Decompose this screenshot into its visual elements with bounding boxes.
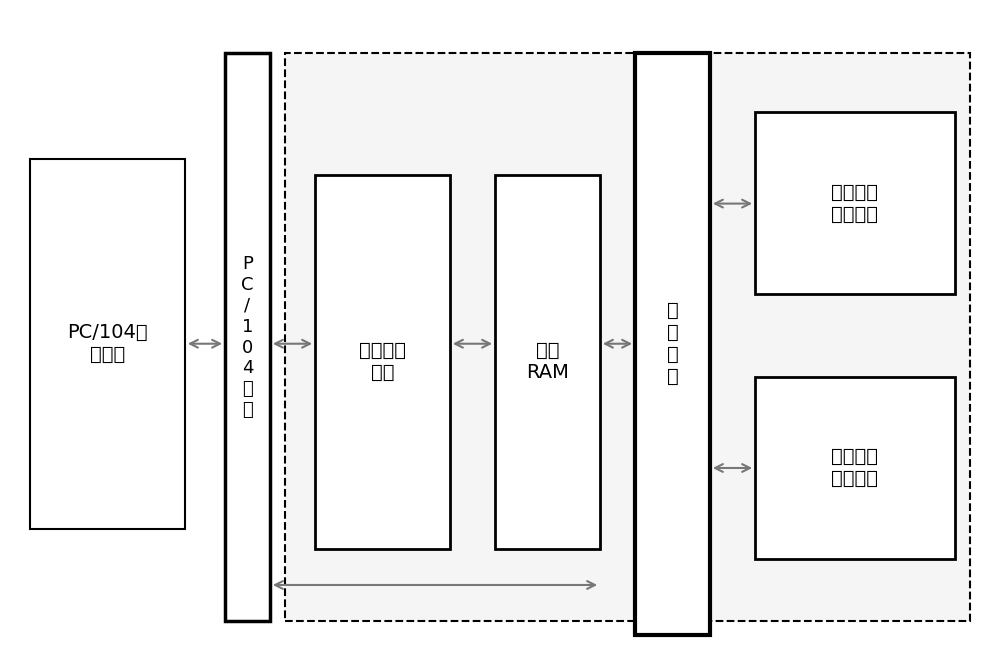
Text: 模拟信号
采集模块: 模拟信号 采集模块 <box>832 182 879 224</box>
Text: 数字信号
采集模块: 数字信号 采集模块 <box>832 447 879 488</box>
Text: 微
处
理
器: 微 处 理 器 <box>667 301 678 386</box>
Text: P
C
/
1
0
4
总
线: P C / 1 0 4 总 线 <box>241 255 254 419</box>
Bar <box>285 53 970 621</box>
Bar <box>755 377 955 559</box>
Bar <box>315 175 450 549</box>
Text: 双口
RAM: 双口 RAM <box>526 341 569 383</box>
Bar <box>225 53 270 621</box>
Bar <box>30 159 185 529</box>
Bar <box>495 175 600 549</box>
Text: 地址译码
电路: 地址译码 电路 <box>359 341 406 383</box>
Bar <box>635 53 710 635</box>
Text: PC/104主
控制器: PC/104主 控制器 <box>67 323 148 364</box>
Bar <box>755 112 955 294</box>
